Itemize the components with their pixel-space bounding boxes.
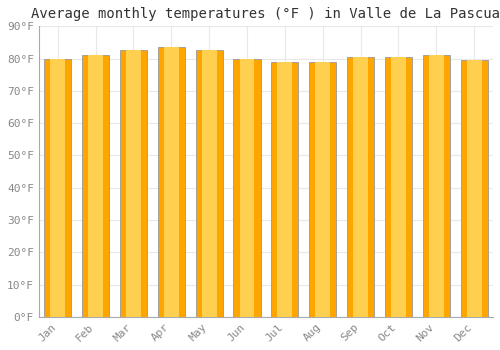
Bar <box>126 50 141 317</box>
Bar <box>240 58 254 317</box>
Bar <box>391 57 406 317</box>
Bar <box>309 62 336 317</box>
Bar <box>88 55 103 317</box>
Bar <box>422 55 450 317</box>
Bar <box>347 57 374 317</box>
Bar <box>196 50 223 317</box>
Bar <box>278 62 292 317</box>
Title: Average monthly temperatures (°F ) in Valle de La Pascua: Average monthly temperatures (°F ) in Va… <box>32 7 500 21</box>
Bar <box>466 60 481 317</box>
Bar <box>353 57 368 317</box>
Bar <box>234 58 260 317</box>
Bar <box>202 50 216 317</box>
Bar <box>271 62 298 317</box>
Bar <box>44 58 72 317</box>
Bar <box>164 47 179 317</box>
Bar <box>385 57 412 317</box>
Bar <box>120 50 147 317</box>
Bar <box>429 55 444 317</box>
Bar <box>158 47 185 317</box>
Bar <box>460 60 488 317</box>
Bar <box>315 62 330 317</box>
Bar <box>82 55 109 317</box>
Bar <box>50 58 65 317</box>
